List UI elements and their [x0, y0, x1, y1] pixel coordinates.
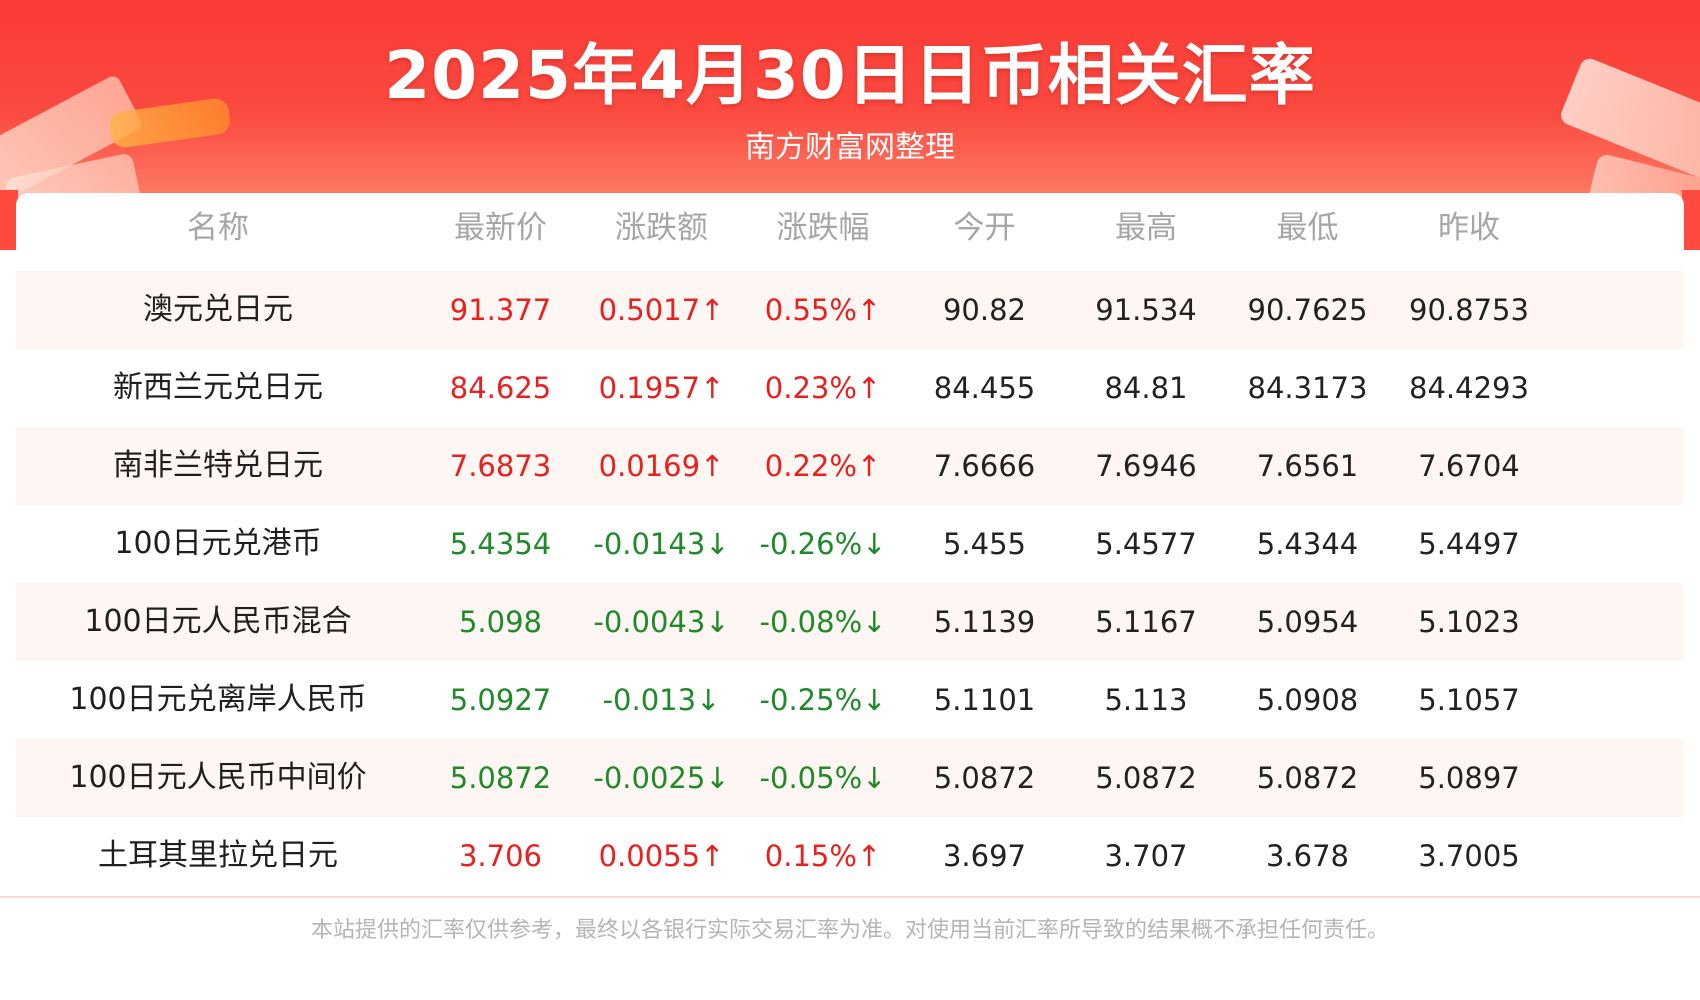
cell-high: 91.534 — [1095, 293, 1197, 327]
cell-high: 5.4577 — [1095, 527, 1197, 561]
cell-high: 5.113 — [1104, 683, 1188, 717]
cell-name: 100日元人民币中间价 — [69, 760, 367, 795]
page-title: 2025年4月30日日币相关汇率 — [384, 37, 1316, 114]
cell-name: 新西兰元兑日元 — [113, 370, 323, 405]
cell-low: 5.4344 — [1256, 527, 1359, 561]
cell-open: 3.697 — [942, 839, 1027, 873]
cell-change: 0.0055↑ — [598, 839, 725, 873]
cell-high: 5.0872 — [1095, 761, 1197, 795]
column-header-latest: 最新价 — [454, 210, 547, 246]
cell-latest: 5.098 — [458, 605, 543, 639]
cell-name: 南非兰特兑日元 — [113, 448, 323, 483]
cell-change-pct: 0.22%↑ — [764, 449, 882, 483]
column-header-name: 名称 — [187, 210, 249, 246]
cell-change: 0.0169↑ — [598, 449, 725, 483]
cell-low: 5.0908 — [1256, 683, 1359, 717]
cell-change: 0.5017↑ — [598, 293, 725, 327]
cell-low: 3.678 — [1265, 839, 1350, 873]
cell-change: -0.0143↓ — [593, 527, 730, 561]
cell-latest: 3.706 — [458, 839, 543, 873]
cell-open: 5.1101 — [933, 683, 1036, 717]
cell-change: -0.013↓ — [602, 683, 721, 717]
cell-low: 90.7625 — [1247, 293, 1368, 327]
table-row: 100日元兑港币 5.4354 -0.0143↓ -0.26%↓ 5.455 5.4577… — [16, 505, 1684, 583]
cell-prev-close: 5.1023 — [1418, 605, 1520, 639]
cell-change-pct: 0.15%↑ — [764, 839, 882, 873]
table-row: 南非兰特兑日元 7.6873 0.0169↑ 0.22%↑ 7.6666 7.6946 7.… — [16, 427, 1684, 505]
cell-high: 3.707 — [1104, 839, 1188, 873]
cell-prev-close: 90.8753 — [1409, 293, 1529, 327]
cell-prev-close: 5.1057 — [1418, 683, 1520, 717]
table-row: 100日元人民币中间价 5.0872 -0.0025↓ -0.05%↓ 5.0872 5.… — [16, 739, 1684, 817]
table-body: 澳元兑日元 91.377 0.5017↑ 0.55%↑ 90.82 91.534 90.76… — [16, 271, 1684, 895]
cell-open: 5.1139 — [933, 605, 1036, 639]
cell-high: 5.1167 — [1095, 605, 1197, 639]
column-header-change: 涨跌额 — [615, 210, 708, 246]
cell-change-pct: -0.08%↓ — [759, 605, 887, 639]
rates-table-card: 南方财富网 southmoney.com 名称最新价涨跌额涨跌幅今开最高最低昨收… — [16, 193, 1684, 896]
table-row: 100日元兑离岸人民币 5.0927 -0.013↓ -0.25%↓ 5.1101 5.1… — [16, 661, 1684, 739]
cell-open: 84.455 — [933, 371, 1036, 405]
cell-change: 0.1957↑ — [598, 371, 725, 405]
cell-change-pct: -0.05%↓ — [759, 761, 887, 795]
cell-change-pct: 0.55%↑ — [764, 293, 882, 327]
cell-change-pct: -0.26%↓ — [759, 527, 887, 561]
cell-prev-close: 3.7005 — [1418, 839, 1520, 873]
cell-latest: 5.0872 — [449, 761, 552, 795]
decorative-edge — [0, 190, 18, 250]
table-row: 土耳其里拉兑日元 3.706 0.0055↑ 0.15%↑ 3.697 3.707 3.67… — [16, 817, 1684, 895]
divider — [0, 896, 1700, 898]
cell-low: 5.0872 — [1256, 761, 1359, 795]
disclaimer: 本站提供的汇率仅供参考，最终以各银行实际交易汇率为准。对使用当前汇率所导致的结果… — [310, 918, 1389, 943]
cell-change: -0.0025↓ — [593, 761, 730, 795]
table-row: 100日元人民币混合 5.098 -0.0043↓ -0.08%↓ 5.1139 5.11… — [16, 583, 1684, 661]
cell-name: 100日元兑离岸人民币 — [69, 682, 367, 717]
decorative-edge — [1682, 190, 1700, 250]
page-subtitle: 南方财富网整理 — [745, 130, 955, 165]
cell-latest: 5.0927 — [449, 683, 552, 717]
cell-open: 90.82 — [942, 293, 1027, 327]
column-header-prev-close: 昨收 — [1438, 210, 1500, 246]
cell-change: -0.0043↓ — [593, 605, 730, 639]
cell-prev-close: 5.4497 — [1418, 527, 1520, 561]
cell-name: 澳元兑日元 — [143, 292, 293, 327]
cell-name: 100日元兑港币 — [114, 526, 322, 561]
cell-high: 84.81 — [1104, 371, 1188, 405]
cell-latest: 7.6873 — [449, 449, 552, 483]
cell-high: 7.6946 — [1095, 449, 1197, 483]
table-row: 新西兰元兑日元 84.625 0.1957↑ 0.23%↑ 84.455 84.81 84.… — [16, 349, 1684, 427]
cell-name: 土耳其里拉兑日元 — [98, 838, 338, 873]
cell-prev-close: 7.6704 — [1418, 449, 1520, 483]
cell-latest: 91.377 — [449, 293, 552, 327]
table-header: 名称 最新价 涨跌额 涨跌幅 今开 最高 最低 昨收 — [16, 193, 1684, 271]
cell-latest: 5.4354 — [449, 527, 552, 561]
cell-prev-close: 84.4293 — [1409, 371, 1529, 405]
column-header-open: 今开 — [953, 210, 1016, 246]
cell-change-pct: 0.23%↑ — [764, 371, 882, 405]
cell-open: 7.6666 — [933, 449, 1036, 483]
cell-name: 100日元人民币混合 — [84, 604, 352, 639]
cell-change-pct: -0.25%↓ — [759, 683, 887, 717]
cell-latest: 84.625 — [449, 371, 552, 405]
cell-low: 7.6561 — [1256, 449, 1359, 483]
column-header-low: 最低 — [1276, 210, 1339, 246]
cell-low: 5.0954 — [1256, 605, 1359, 639]
cell-open: 5.0872 — [933, 761, 1036, 795]
cell-prev-close: 5.0897 — [1418, 761, 1520, 795]
table-row: 澳元兑日元 91.377 0.5017↑ 0.55%↑ 90.82 91.534 90.76… — [16, 271, 1684, 349]
cell-open: 5.455 — [942, 527, 1027, 561]
column-header-change-pct: 涨跌幅 — [776, 210, 870, 246]
cell-low: 84.3173 — [1247, 371, 1368, 405]
column-header-high: 最高 — [1115, 210, 1177, 246]
